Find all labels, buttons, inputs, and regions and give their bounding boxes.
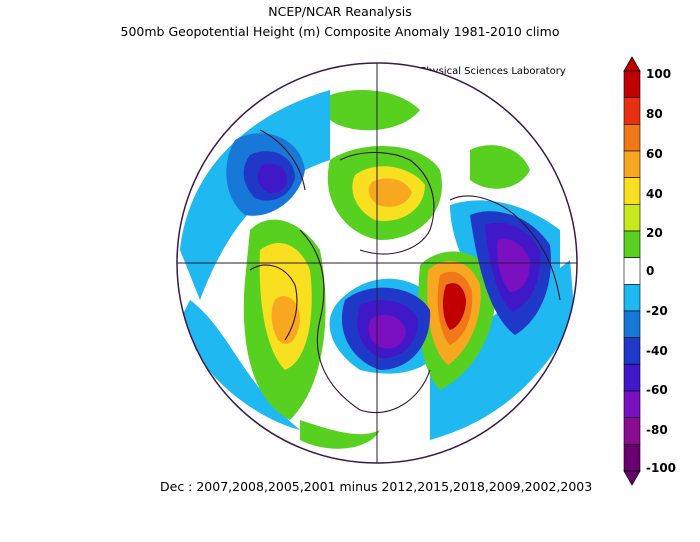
colorbar-label-minus-80: -80	[646, 423, 668, 437]
colorbar-swatch	[623, 364, 641, 392]
colorbar-label-20: 20	[646, 226, 663, 240]
colorbar-swatch	[623, 337, 641, 365]
colorbar-label-minus-40: -40	[646, 344, 668, 358]
credit-label: NOAA Physical Sciences Laboratory	[388, 66, 566, 77]
colorbar-label-minus-20: -20	[646, 304, 668, 318]
colorbar	[623, 56, 641, 486]
colorbar-bottom-arrow	[623, 470, 641, 486]
colorbar-label-80: 80	[646, 107, 663, 121]
colorbar-swatch	[623, 417, 641, 445]
colorbar-swatch	[623, 124, 641, 152]
colorbar-swatch	[623, 284, 641, 312]
colorbar-swatch	[623, 177, 641, 205]
colorbar-label-minus-60: -60	[646, 383, 668, 397]
chart-subtitle: 500mb Geopotential Height (m) Composite …	[120, 24, 560, 39]
colorbar-swatch	[623, 257, 641, 285]
colorbar-label-minus-100: -100	[646, 461, 677, 475]
colorbar-swatch	[623, 204, 641, 232]
composite-caption: Dec : 2007,2008,2005,2001 minus 2012,201…	[160, 479, 593, 494]
colorbar-label-100: 100	[646, 67, 672, 81]
colorbar-swatch	[623, 310, 641, 338]
colorbar-swatch	[623, 390, 641, 418]
colorbar-swatch	[623, 97, 641, 125]
chart-title: NCEP/NCAR Reanalysis	[268, 4, 412, 19]
colorbar-label-40: 40	[646, 187, 663, 201]
colorbar-swatch	[623, 150, 641, 178]
colorbar-label-0: 0	[646, 264, 655, 278]
colorbar-swatch	[623, 444, 641, 472]
colorbar-label-60: 60	[646, 147, 663, 161]
colorbar-swatch	[623, 70, 641, 98]
colorbar-top-arrow	[623, 56, 641, 72]
colorbar-swatch	[623, 230, 641, 258]
